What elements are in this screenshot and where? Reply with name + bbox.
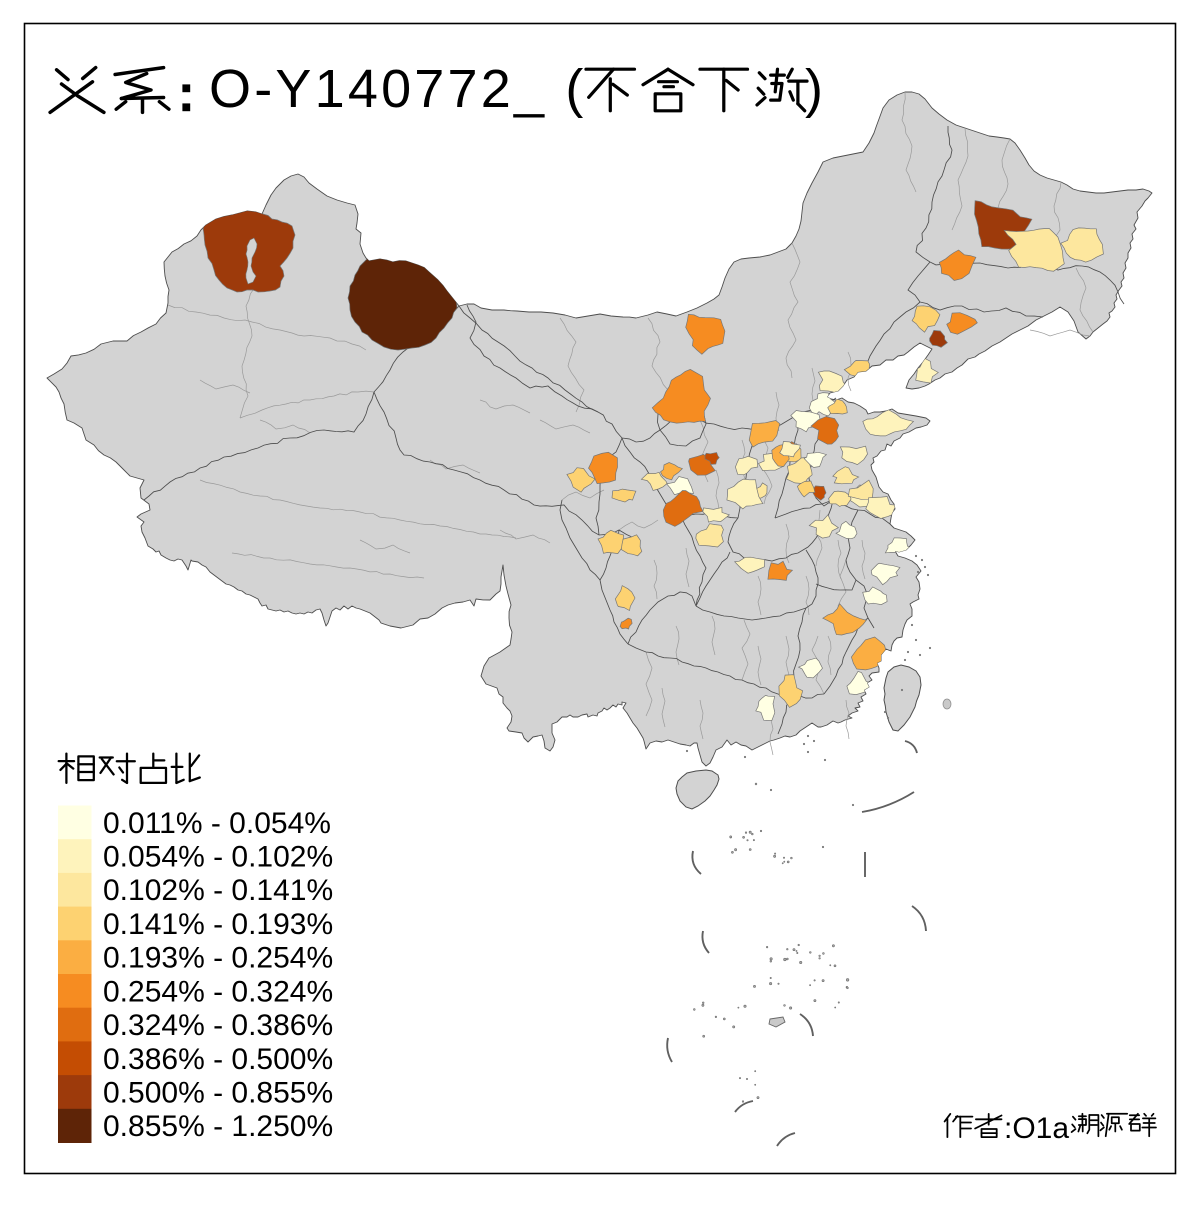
svg-text:0.386% - 0.500%: 0.386% - 0.500% bbox=[103, 1043, 333, 1076]
svg-text:0.254% - 0.324%: 0.254% - 0.324% bbox=[103, 975, 333, 1008]
svg-text:0.141% - 0.193%: 0.141% - 0.193% bbox=[103, 908, 333, 941]
svg-text:0.054% - 0.102%: 0.054% - 0.102% bbox=[103, 841, 333, 874]
svg-text:0.011% - 0.054%: 0.011% - 0.054% bbox=[103, 807, 331, 840]
svg-text:0.500% - 0.855%: 0.500% - 0.855% bbox=[103, 1076, 333, 1109]
svg-text:0.193% - 0.254%: 0.193% - 0.254% bbox=[103, 942, 333, 975]
svg-text:): ) bbox=[805, 59, 823, 119]
svg-text:0.855% - 1.250%: 0.855% - 1.250% bbox=[103, 1110, 333, 1143]
svg-text:O-Y140772_ (: O-Y140772_ ( bbox=[209, 59, 587, 119]
svg-text:0.324% - 0.386%: 0.324% - 0.386% bbox=[103, 1009, 333, 1042]
svg-text::O1a: :O1a bbox=[1004, 1112, 1069, 1145]
svg-text:0.102% - 0.141%: 0.102% - 0.141% bbox=[103, 874, 333, 907]
